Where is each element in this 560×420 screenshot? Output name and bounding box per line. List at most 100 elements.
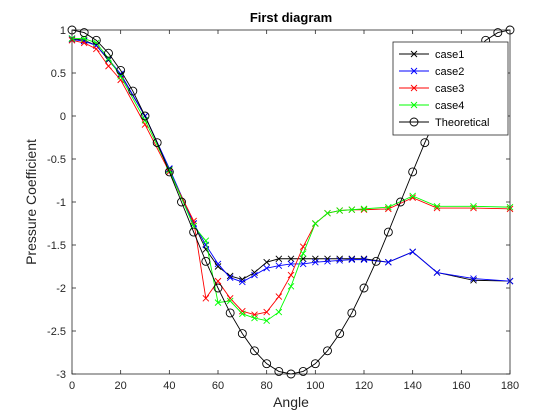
data-point — [312, 258, 319, 266]
data-point — [287, 282, 295, 290]
x-axis-ticks: 0 20 40 60 80 100 120 140 160 180 — [69, 30, 519, 392]
data-point — [226, 295, 234, 302]
data-point — [274, 366, 284, 376]
data-point — [348, 255, 356, 263]
data-point — [383, 227, 393, 237]
data-point — [202, 295, 210, 302]
data-point — [79, 28, 89, 38]
legend-marker — [410, 67, 418, 75]
data-point — [299, 250, 307, 257]
data-point — [299, 260, 307, 268]
data-point — [251, 271, 258, 279]
data-point — [189, 227, 199, 237]
y-tick-label: -3 — [56, 369, 66, 381]
legend-label: Theoretical — [435, 117, 489, 129]
data-point — [409, 248, 416, 256]
y-tick-label: -2.5 — [47, 326, 66, 338]
x-tick-label: 180 — [501, 380, 519, 392]
y-tick-label: 0 — [60, 111, 66, 123]
y-tick-label: 1 — [60, 25, 66, 37]
data-point — [371, 256, 381, 266]
legend-label: case3 — [435, 83, 464, 95]
data-point — [433, 202, 441, 210]
data-point — [335, 329, 345, 339]
data-point — [409, 192, 416, 200]
x-tick-label: 80 — [261, 380, 273, 392]
x-tick-label: 100 — [306, 380, 324, 392]
data-point — [287, 260, 295, 268]
data-point — [202, 237, 210, 245]
data-point — [91, 35, 101, 45]
data-point — [298, 366, 308, 376]
chart-title: First diagram — [250, 10, 332, 25]
legend: case1 case2 case3 case4 Theoretical — [392, 41, 509, 136]
legend-label: case1 — [435, 49, 464, 61]
data-point — [263, 317, 270, 324]
data-point — [117, 70, 124, 78]
data-point — [275, 293, 283, 300]
data-point — [275, 255, 283, 263]
data-point — [263, 308, 270, 316]
data-point — [213, 283, 223, 293]
data-point — [105, 62, 112, 70]
data-point — [408, 167, 418, 177]
y-tick-label: -1 — [56, 197, 66, 209]
data-point — [385, 258, 392, 266]
data-point — [275, 308, 283, 316]
data-point — [80, 35, 88, 42]
x-tick-label: 60 — [212, 380, 224, 392]
data-point — [262, 359, 272, 369]
data-point — [237, 329, 247, 339]
data-point — [470, 202, 477, 210]
y-tick-label: 0.5 — [51, 68, 66, 80]
data-point — [310, 359, 320, 369]
legend-item-case4: case4 — [399, 100, 464, 112]
legend-marker — [410, 50, 418, 58]
data-point — [312, 220, 319, 227]
data-point — [164, 167, 174, 177]
data-point — [385, 203, 392, 211]
data-point — [493, 28, 503, 38]
data-point — [347, 308, 357, 318]
data-point — [359, 283, 369, 293]
legend-item-theoretical: Theoretical — [399, 117, 489, 129]
data-point — [239, 310, 246, 318]
x-tick-label: 120 — [355, 380, 373, 392]
legend-box — [392, 41, 509, 136]
y-tick-label: -2 — [56, 283, 66, 295]
data-point — [225, 308, 235, 318]
data-point — [214, 299, 222, 306]
x-tick-label: 40 — [163, 380, 175, 392]
legend-item-case3: case3 — [399, 83, 464, 95]
data-point — [299, 255, 307, 263]
x-tick-label: 0 — [69, 380, 75, 392]
data-point — [263, 258, 270, 266]
data-point — [116, 65, 126, 75]
series-layer — [67, 25, 515, 379]
data-point — [128, 86, 138, 96]
data-point — [214, 263, 222, 270]
data-point — [239, 278, 246, 286]
legend-marker — [410, 101, 418, 109]
data-point — [470, 275, 477, 282]
legend-item-case1: case1 — [399, 49, 464, 61]
data-point — [433, 269, 441, 276]
data-point — [177, 197, 186, 207]
data-point — [226, 297, 234, 305]
data-point — [251, 314, 258, 322]
data-point — [336, 207, 343, 214]
data-point — [239, 307, 246, 315]
legend-label: case4 — [435, 100, 464, 112]
y-axis-label: Pressure Coefficient — [23, 139, 39, 265]
legend-item-case2: case2 — [399, 66, 464, 78]
data-point — [251, 269, 258, 276]
data-point — [250, 346, 259, 356]
data-point — [140, 111, 150, 121]
x-tick-label: 140 — [403, 380, 421, 392]
data-point — [152, 138, 162, 148]
data-point — [93, 39, 100, 47]
legend-marker — [410, 84, 418, 92]
data-point — [324, 258, 331, 265]
data-point — [324, 209, 331, 217]
